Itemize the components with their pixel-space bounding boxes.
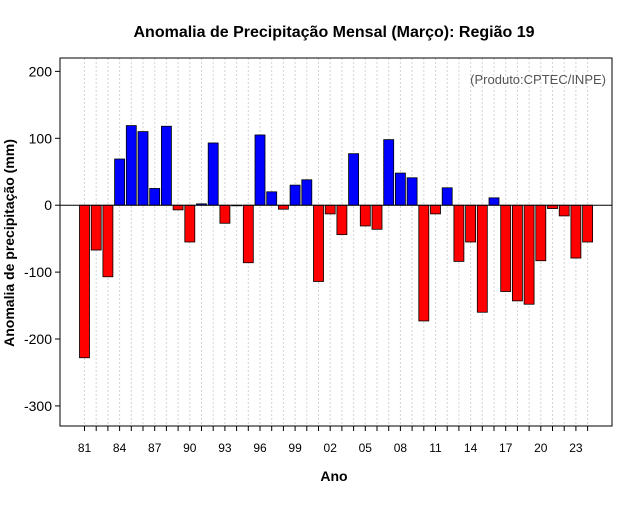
x-tick-label-08: 08: [394, 441, 408, 455]
x-tick-label-84: 84: [113, 441, 127, 455]
bar-1983: [102, 204, 114, 278]
bar-2020: [535, 204, 547, 262]
x-tick-label-05: 05: [359, 441, 373, 455]
bar-1985: [125, 125, 137, 206]
bar-2009: [406, 177, 418, 206]
bar-2003: [336, 204, 348, 236]
bar-2015: [476, 204, 488, 313]
x-tick-label-17: 17: [499, 441, 513, 455]
bar-2008: [394, 172, 406, 206]
y-tick-label--300: -300: [24, 398, 52, 414]
bars-layer: [79, 125, 593, 359]
bar-2016: [488, 197, 500, 206]
x-tick-label-14: 14: [464, 441, 478, 455]
bar-2018: [512, 204, 523, 302]
x-tick-label-11: 11: [429, 441, 442, 455]
bar-1984: [114, 158, 125, 206]
bar-1997: [266, 191, 278, 206]
bar-2006: [371, 204, 383, 230]
bar-2007: [383, 139, 395, 206]
x-tick-label-90: 90: [183, 441, 197, 455]
x-axis-label: Ano: [320, 468, 347, 484]
bar-1990: [184, 204, 196, 243]
bar-1995: [242, 204, 254, 264]
bar-1993: [219, 204, 231, 224]
x-tick-label-81: 81: [78, 441, 92, 455]
x-tick-label-02: 02: [324, 441, 338, 455]
bar-1992: [207, 142, 219, 206]
y-tick-label-100: 100: [29, 130, 53, 146]
plot-frame: [59, 57, 613, 427]
y-tick-label--200: -200: [24, 331, 52, 347]
x-tick-label-99: 99: [288, 441, 302, 455]
y-tick-label--100: -100: [24, 264, 52, 280]
x-tick-label-93: 93: [218, 441, 232, 455]
chart-title: Anomalia de Precipitação Mensal (Março):…: [133, 24, 534, 41]
bar-2014: [465, 204, 477, 243]
bar-2024: [582, 204, 593, 243]
bar-2010: [418, 204, 430, 322]
bar-1987: [149, 188, 161, 206]
y-tick-label-200: 200: [29, 63, 53, 79]
bar-2001: [313, 204, 324, 282]
bar-2005: [359, 204, 371, 227]
x-axis: 81 84 87 90 93 96 99 02 05 08 11 14 17 20 23: [78, 426, 589, 455]
bar-2000: [301, 179, 313, 206]
bar-2021: [547, 204, 558, 209]
bar-1986: [137, 131, 149, 206]
bar-2004: [348, 153, 360, 206]
bar-1988: [160, 125, 172, 206]
bar-1996: [254, 134, 266, 206]
bar-2017: [500, 204, 512, 292]
bar-1982: [90, 204, 102, 251]
bar-1998: [277, 204, 289, 210]
bar-2019: [523, 204, 535, 305]
x-tick-label-87: 87: [148, 441, 162, 455]
bar-1989: [172, 204, 184, 211]
bar-1981: [79, 204, 90, 359]
bar-2023: [570, 204, 582, 259]
bar-1999: [289, 184, 301, 206]
y-tick-label-0: 0: [44, 197, 52, 213]
bar-2022: [558, 204, 570, 217]
x-tick-label-23: 23: [569, 441, 583, 455]
x-tick-label-20: 20: [534, 441, 548, 455]
x-tick-label-96: 96: [253, 441, 267, 455]
bar-2011: [430, 204, 441, 215]
bar-2012: [441, 187, 453, 206]
y-axis-label: Anomalia de precipitação (mm): [1, 139, 17, 347]
bar-2002: [324, 204, 336, 215]
y-axis: -300 -200 -100 0 100 200: [24, 63, 60, 414]
credit-label: (Produto:CPTEC/INPE): [470, 72, 606, 87]
bar-2013: [453, 204, 465, 262]
